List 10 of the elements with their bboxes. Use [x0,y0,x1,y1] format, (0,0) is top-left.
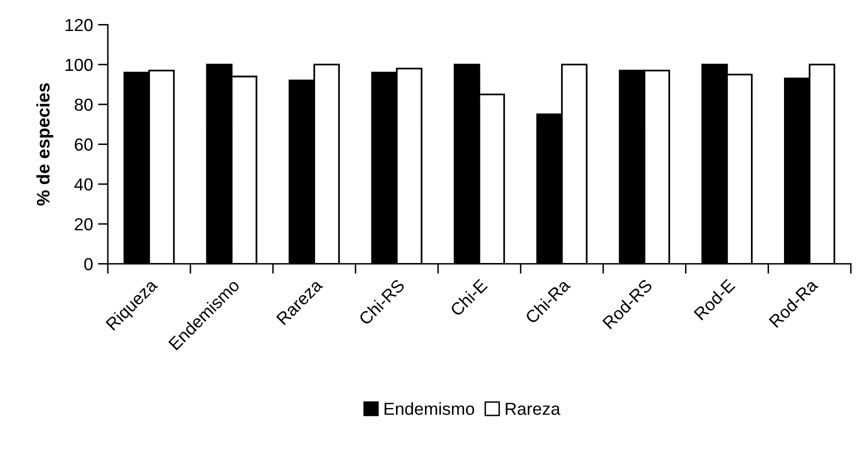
y-tick-label: 40 [74,178,93,191]
legend-label: Endemismo [384,402,474,415]
y-tick-label: 60 [74,138,93,151]
y-tick-label: 20 [74,218,93,230]
y-axis-title: % de especies [36,83,54,206]
legend-label: Rareza [506,402,560,415]
y-tick-label: 80 [74,98,93,111]
y-tick-label: 0 [84,258,93,270]
y-tick-label: 120 [66,18,93,32]
y-tick-label: 100 [66,58,93,72]
